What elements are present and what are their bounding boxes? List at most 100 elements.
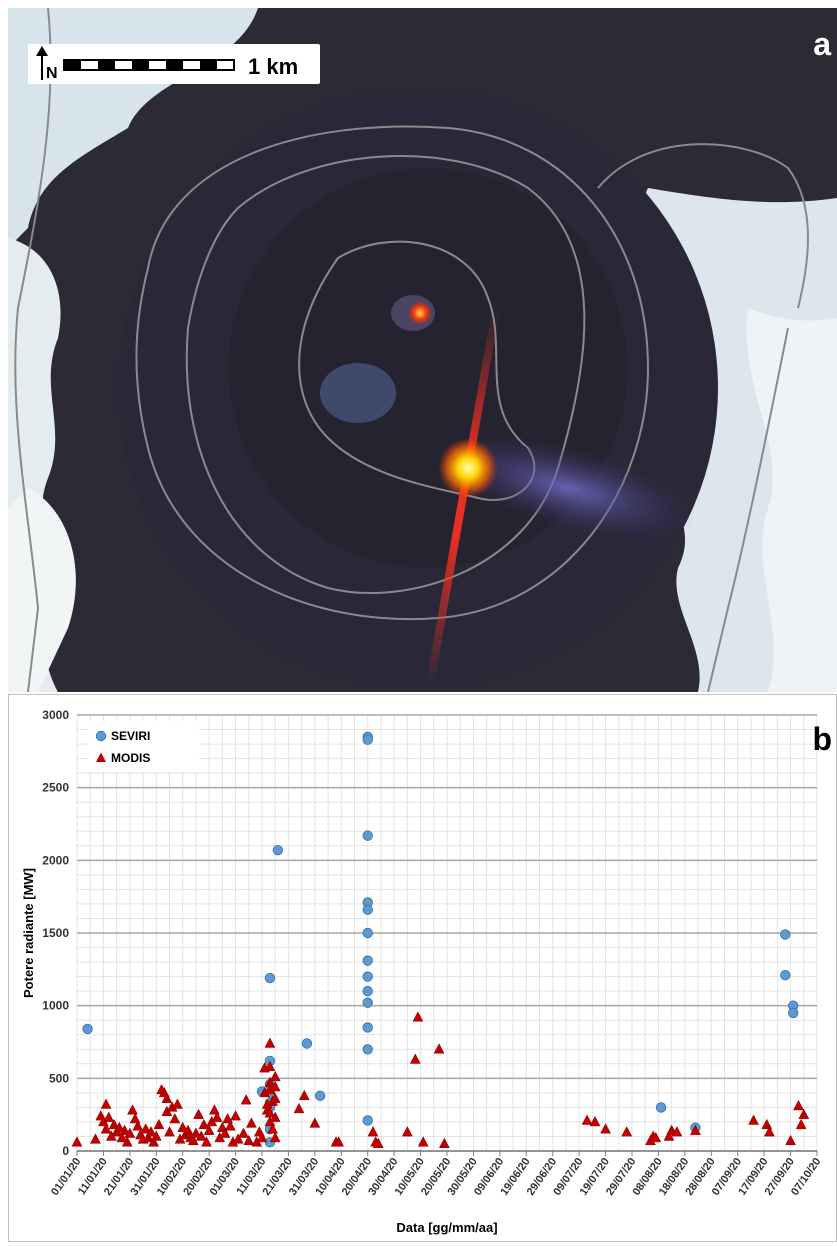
crater-southeast: [320, 363, 396, 423]
modis-point: [129, 1112, 141, 1124]
modis-point: [219, 1127, 231, 1138]
seviri-point: [314, 1090, 326, 1101]
modis-point: [438, 1137, 450, 1148]
modis-point: [264, 1060, 276, 1071]
modis-point: [190, 1127, 202, 1138]
modis-point: [600, 1123, 611, 1134]
modis-point: [269, 1131, 281, 1143]
seviri-point: [272, 844, 284, 856]
seviri-point: [264, 972, 276, 984]
modis-point: [230, 1110, 241, 1121]
panel-letter-a: a: [813, 26, 831, 62]
modis-point: [412, 1011, 424, 1022]
seviri-point: [362, 985, 373, 997]
modis-point: [240, 1094, 252, 1105]
modis-point: [690, 1124, 701, 1135]
legend-box: [88, 720, 200, 772]
satellite-image-panel: N 1 km a: [8, 8, 837, 692]
modis-point: [127, 1104, 138, 1115]
modis-point: [761, 1118, 773, 1130]
y-tick-label: 500: [49, 1071, 69, 1085]
legend-marker-modis: [96, 752, 106, 762]
legend-marker-seviri: [95, 730, 107, 742]
modis-point: [187, 1134, 199, 1146]
modis-point: [793, 1099, 804, 1111]
modis-point: [140, 1123, 152, 1134]
seviri-point: [301, 1038, 313, 1049]
thermal-hotspot-main: [438, 438, 498, 498]
modis-point: [409, 1053, 421, 1064]
modis-point: [90, 1133, 101, 1144]
modis-point: [195, 1130, 207, 1141]
modis-point: [209, 1104, 220, 1115]
modis-point: [795, 1118, 807, 1130]
modis-point: [269, 1081, 281, 1092]
y-axis-title: Potere radiante [MW]: [21, 868, 36, 998]
modis-point: [121, 1136, 133, 1147]
modis-point: [224, 1120, 236, 1131]
modis-point: [433, 1043, 445, 1054]
modis-point: [211, 1111, 223, 1122]
modis-point: [148, 1136, 160, 1147]
volcanic-plume: [442, 436, 694, 540]
modis-point: [798, 1108, 810, 1119]
modis-point: [372, 1137, 384, 1148]
modis-point: [193, 1108, 204, 1119]
modis-point: [132, 1120, 144, 1131]
north-label: N: [46, 65, 58, 82]
modis-point: [309, 1117, 321, 1128]
modis-point: [150, 1130, 162, 1141]
north-arrow-icon: [36, 46, 48, 80]
y-tick-label: 0: [62, 1144, 69, 1158]
seviri-point: [362, 830, 373, 841]
modis-point: [401, 1126, 413, 1137]
seviri-point: [362, 927, 373, 939]
seviri-point: [780, 929, 791, 940]
modis-point: [238, 1127, 249, 1138]
modis-point: [764, 1126, 775, 1137]
seviri-point: [362, 955, 373, 966]
modis-point: [161, 1092, 173, 1103]
seviri-point: [655, 1102, 667, 1113]
thermal-hotspot-secondary: [408, 301, 432, 325]
modis-point: [269, 1070, 281, 1082]
seviri-point: [362, 904, 373, 915]
modis-point: [417, 1136, 429, 1147]
y-tick-label: 1000: [42, 999, 69, 1013]
modis-point: [153, 1118, 165, 1130]
seviri-point: [362, 1022, 373, 1033]
seviri-point: [362, 971, 373, 982]
modis-point: [222, 1112, 234, 1124]
modis-point: [172, 1098, 183, 1109]
modis-point: [100, 1123, 112, 1134]
y-tick-label: 2500: [42, 781, 69, 795]
modis-point: [201, 1136, 212, 1147]
modis-point: [71, 1136, 83, 1147]
seviri-point: [362, 997, 373, 1008]
panel-letter-b: b: [812, 721, 832, 757]
y-tick-label: 3000: [42, 708, 69, 722]
modis-point: [142, 1131, 154, 1143]
modis-point: [264, 1037, 276, 1048]
modis-point: [164, 1126, 175, 1137]
modis-point: [333, 1136, 345, 1147]
modis-point: [119, 1124, 130, 1135]
modis-point: [256, 1131, 268, 1143]
modis-point: [113, 1121, 125, 1132]
seviri-point: [362, 1115, 373, 1126]
x-axis-title: Data [gg/mm/aa]: [396, 1220, 497, 1235]
modis-point: [145, 1126, 157, 1137]
legend-label: SEVIRI: [111, 729, 150, 743]
modis-point: [671, 1126, 683, 1137]
modis-point: [267, 1123, 278, 1134]
scale-label: 1 km: [248, 54, 298, 79]
modis-point: [785, 1134, 796, 1146]
seviri-point: [788, 1007, 799, 1019]
modis-point: [100, 1098, 112, 1109]
modis-point: [589, 1115, 601, 1127]
modis-point: [232, 1133, 244, 1144]
seviri-point: [362, 1044, 373, 1055]
modis-point: [663, 1130, 675, 1141]
radiant-power-chart: 05001000150020002500300001/01/2011/01/20…: [21, 708, 823, 1235]
seviri-point: [780, 969, 791, 981]
